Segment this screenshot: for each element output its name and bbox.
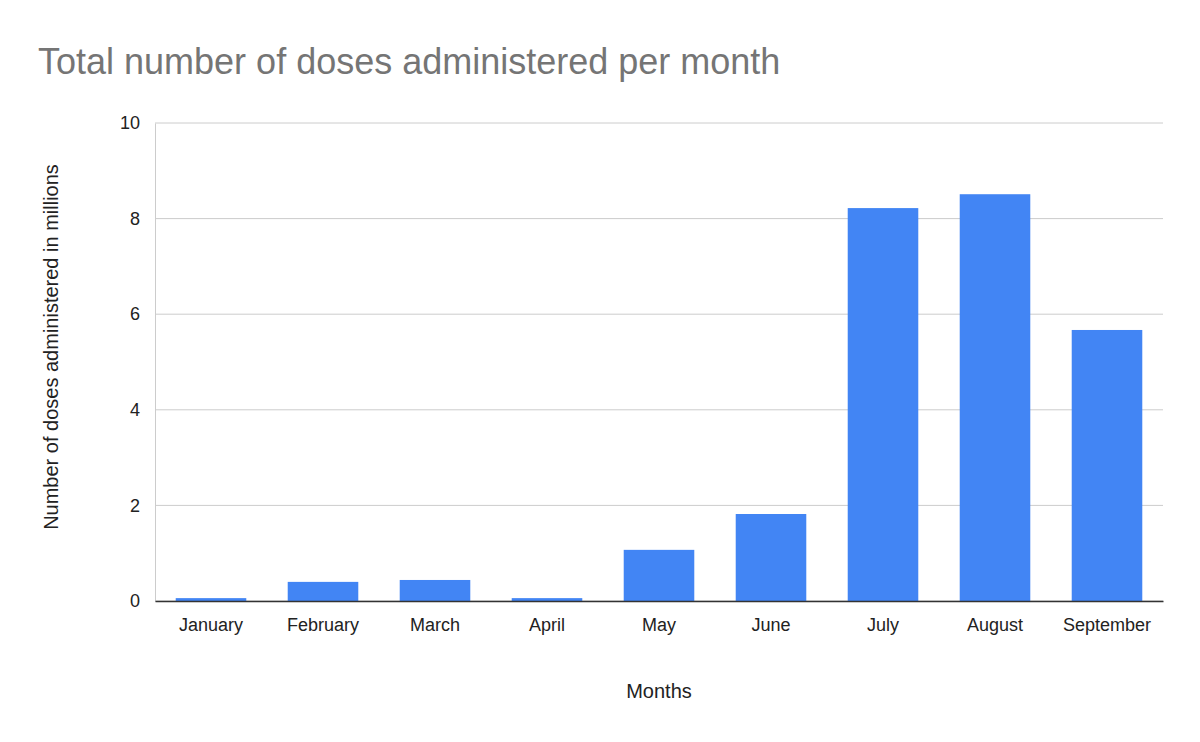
y-tick-label: 8 — [130, 209, 140, 229]
bar — [848, 208, 919, 601]
bar — [176, 598, 247, 601]
bars — [176, 194, 1143, 601]
grid-line — [155, 123, 1163, 124]
y-tick: 6 — [130, 304, 155, 324]
x-axis-line — [156, 601, 1164, 603]
x-tick: January — [179, 601, 243, 635]
y-tick-label: 10 — [120, 113, 140, 133]
grid — [155, 123, 1163, 601]
bar — [960, 194, 1031, 601]
x-tick: April — [529, 601, 565, 635]
x-tick-label: February — [287, 615, 359, 635]
y-tick: 10 — [120, 113, 155, 133]
bar — [512, 598, 583, 601]
x-tick-label: May — [642, 615, 676, 635]
x-tick: March — [410, 601, 460, 635]
x-tick-label: June — [751, 615, 790, 635]
x-tick-label: January — [179, 615, 243, 635]
x-tick: February — [287, 601, 359, 635]
y-tick: 0 — [130, 591, 155, 611]
x-tick-label: March — [410, 615, 460, 635]
x-axis-title: Months — [626, 680, 692, 702]
x-tick: June — [751, 601, 790, 635]
chart: 0246810JanuaryFebruaryMarchAprilMayJuneJ… — [0, 0, 1200, 742]
x-tick-label: July — [867, 615, 899, 635]
y-axis: 0 2 4 6 8 10 — [120, 113, 156, 611]
title: Total number of doses administered per m… — [38, 41, 780, 82]
bar — [288, 582, 359, 601]
y-tick: 2 — [130, 496, 155, 516]
x-tick: August — [967, 601, 1023, 635]
y-tick-label: 0 — [130, 591, 140, 611]
x-tick-label: April — [529, 615, 565, 635]
x-tick: September — [1063, 601, 1151, 635]
bar — [1072, 330, 1143, 601]
x-axis: January February March April May June July Augu… — [156, 601, 1164, 635]
y-tick-label: 6 — [130, 304, 140, 324]
bar — [736, 514, 807, 601]
bar — [624, 550, 695, 601]
x-tick: May — [642, 601, 676, 635]
y-tick: 4 — [130, 400, 155, 420]
y-tick: 8 — [130, 209, 155, 229]
y-axis-title: Number of doses administered in millions — [40, 164, 62, 530]
y-axis-line — [155, 124, 156, 602]
x-tick-label: August — [967, 615, 1023, 635]
bar — [400, 580, 471, 601]
background — [0, 0, 1200, 742]
x-tick-label: September — [1063, 615, 1151, 635]
y-tick-label: 2 — [130, 496, 140, 516]
x-tick: July — [867, 601, 899, 635]
y-tick-label: 4 — [130, 400, 140, 420]
plot: 0246810JanuaryFebruaryMarchAprilMayJuneJ… — [120, 113, 1164, 635]
